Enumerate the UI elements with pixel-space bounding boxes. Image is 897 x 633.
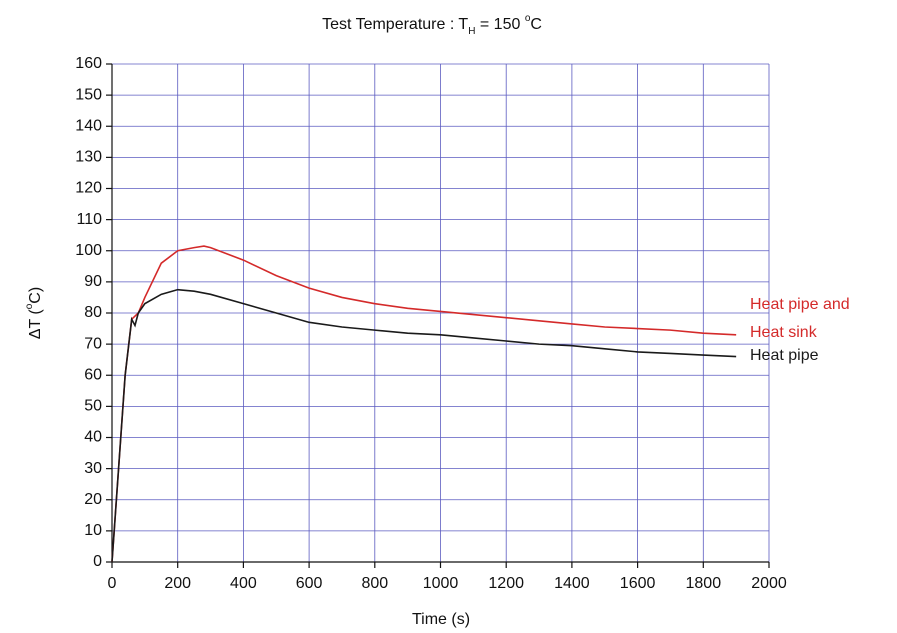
data-line [111, 245, 737, 563]
x-tick-label: 1200 [488, 575, 524, 592]
data-line [111, 288, 737, 563]
x-tick-label: 2000 [751, 575, 787, 592]
y-tick-label: 160 [75, 55, 102, 72]
x-tick-label: 0 [108, 575, 117, 592]
x-tick-label: 1600 [620, 575, 656, 592]
y-tick-label: 120 [75, 180, 102, 197]
x-axis-label: Time (s) [412, 611, 470, 628]
y-tick-label: 150 [75, 86, 102, 103]
legend-label: Heat pipe and [750, 296, 850, 313]
y-label-part: ΔT ( [27, 309, 44, 340]
y-tick-label: 80 [84, 304, 102, 321]
x-tick-label: 600 [296, 575, 323, 592]
x-tick-label: 200 [164, 575, 191, 592]
legend-label: Heat sink [750, 324, 818, 341]
y-tick-label: 100 [75, 242, 102, 259]
x-tick-label: 1400 [554, 575, 590, 592]
y-tick-label: 0 [93, 553, 102, 570]
title-part: Test Temperature : T [322, 16, 468, 33]
y-axis-label: ΔT (oC) [24, 287, 45, 339]
title-superscript: o [525, 13, 531, 24]
title-subscript: H [468, 26, 475, 37]
y-label-superscript: o [24, 303, 35, 309]
y-tick-label: 110 [76, 211, 102, 228]
y-tick-label: 50 [84, 398, 102, 415]
y-tick-label: 130 [75, 149, 102, 166]
x-tick-label: 1800 [686, 575, 722, 592]
y-tick-label: 10 [84, 522, 102, 539]
chart-title: Test Temperature : TH = 150 oC [322, 13, 542, 37]
x-tick-label: 800 [361, 575, 388, 592]
y-tick-label: 20 [84, 491, 102, 508]
x-tick-label: 400 [230, 575, 257, 592]
title-part: C [530, 16, 542, 33]
title-part: = 150 [475, 16, 524, 33]
y-label-part: C) [27, 287, 44, 304]
y-tick-label: 40 [84, 429, 102, 446]
y-tick-label: 90 [84, 273, 102, 290]
y-tick-label: 70 [84, 335, 102, 352]
y-tick-label: 30 [84, 460, 102, 477]
legend-label: Heat pipe [750, 347, 819, 364]
x-tick-label: 1000 [423, 575, 459, 592]
y-tick-label: 140 [75, 117, 102, 134]
y-tick-label: 60 [84, 366, 102, 383]
